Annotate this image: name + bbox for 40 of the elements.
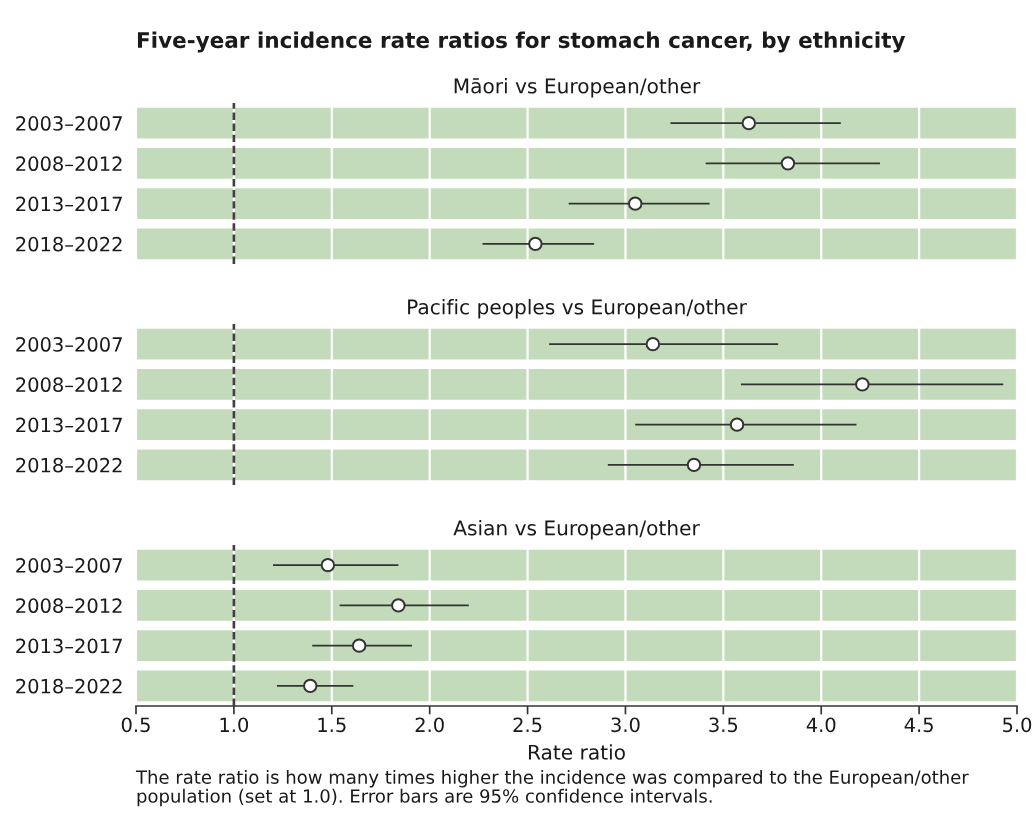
- x-tick-label: 1.0: [220, 717, 249, 733]
- x-tick-label: 3.5: [709, 717, 738, 733]
- point: [320, 557, 336, 573]
- chart-subtitle: Māori vs European/other: [454, 77, 701, 98]
- y-tick-label: 2013–2017: [16, 638, 122, 654]
- chart-subtitle: Asian vs European/other: [453, 519, 700, 540]
- point: [628, 196, 643, 211]
- y-tick-label: 2018–2022: [16, 236, 122, 252]
- y-tick-label: 2008–2012: [16, 598, 122, 614]
- x-tick-label: 4.5: [904, 717, 933, 733]
- point: [780, 156, 796, 171]
- x-tick-label: 0.5: [121, 717, 150, 733]
- point: [855, 377, 870, 392]
- y-tick-label: 2003–2007: [16, 337, 122, 352]
- chart-title: Five-year incidence rate ratios for stomach cancer, by ethnicity: [137, 31, 906, 53]
- x-axis-title: Rate ratio: [528, 744, 625, 760]
- point: [391, 598, 406, 613]
- y-tick-label: 2013–2017: [16, 417, 122, 433]
- text: The rate ratio is how many times higher the incidence was compared to the European/other population (set at 1.0). Error bars are 95% confidence intervals.: [135, 770, 969, 807]
- point: [741, 115, 756, 131]
- y-tick-label: 2008–2012: [16, 156, 122, 172]
- point: [303, 678, 318, 694]
- x-tick-label: 2.5: [513, 717, 542, 733]
- x-tick-label: 3.0: [611, 717, 640, 733]
- x-tick-label: 1.5: [318, 717, 346, 733]
- y-tick-label: 2003–2007: [16, 558, 122, 573]
- y-tick-label: 2003–2007: [16, 116, 122, 131]
- chart-subtitle: Pacific peoples vs European/other: [408, 298, 747, 319]
- point: [729, 417, 745, 432]
- point: [645, 336, 661, 352]
- point: [352, 638, 367, 653]
- y-tick-label: 2008–2012: [16, 377, 122, 393]
- y-tick-label: 2018–2022: [16, 457, 122, 473]
- x-tick-label: 5.0: [1003, 717, 1032, 733]
- y-tick-label: 2018–2022: [16, 678, 122, 694]
- y-tick-label: 2013–2017: [16, 196, 122, 212]
- x-tick-label: 2.0: [415, 717, 444, 733]
- x-tick-label: 4.0: [806, 717, 836, 733]
- point: [686, 457, 702, 473]
- point: [528, 236, 543, 252]
